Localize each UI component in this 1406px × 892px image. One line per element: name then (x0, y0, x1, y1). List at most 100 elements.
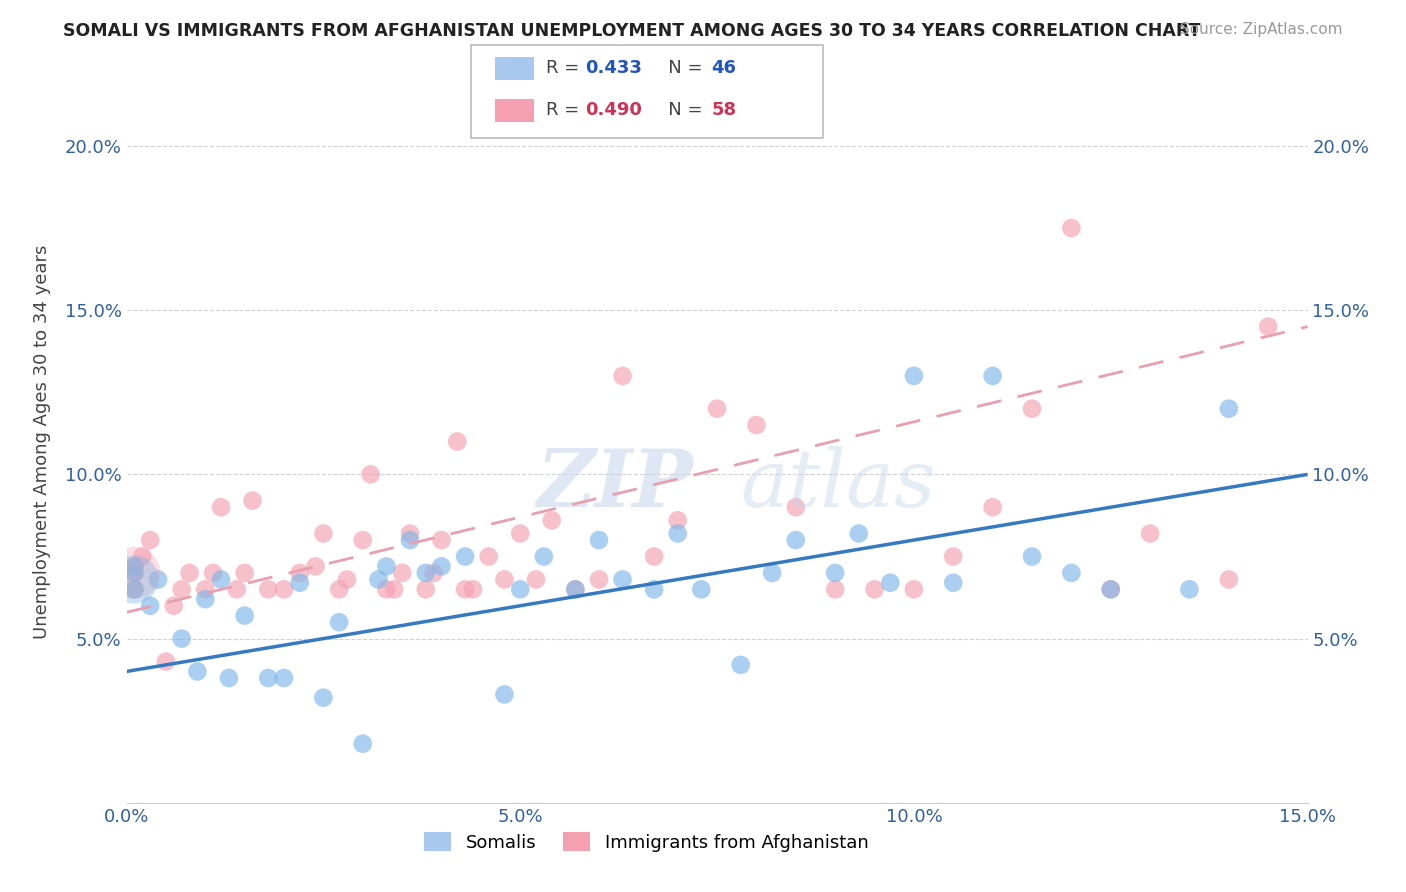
Point (981, 368, 1004, 383)
Point (124, 566, 146, 580)
Point (422, 566, 444, 580)
Point (352, 533, 374, 547)
Point (761, 566, 783, 580)
Point (706, 401, 728, 416)
Point (785, 500, 807, 515)
Point (533, 549, 555, 564)
Point (540, 513, 562, 527)
Point (146, 573, 169, 587)
Point (903, 582, 925, 597)
Point (382, 582, 405, 597)
Point (690, 582, 713, 597)
Point (1060, 221, 1083, 235)
Point (643, 582, 665, 597)
Point (1257, 319, 1279, 334)
Point (446, 434, 468, 449)
Point (588, 573, 610, 587)
Text: atlas: atlas (741, 446, 936, 524)
Point (1218, 401, 1240, 416)
Point (461, 582, 484, 597)
Point (170, 632, 193, 646)
Point (312, 526, 335, 541)
Text: Source: ZipAtlas.com: Source: ZipAtlas.com (1180, 22, 1343, 37)
Point (564, 582, 586, 597)
Point (730, 657, 752, 672)
Point (942, 549, 965, 564)
Point (124, 582, 146, 597)
Point (643, 549, 665, 564)
Point (186, 665, 208, 679)
Point (304, 559, 326, 574)
Point (848, 526, 870, 541)
Text: N =: N = (651, 59, 709, 77)
Point (454, 549, 477, 564)
Point (391, 566, 413, 580)
Point (415, 566, 437, 580)
Point (163, 599, 186, 613)
Point (194, 592, 217, 607)
Point (824, 582, 846, 597)
Point (430, 533, 453, 547)
Point (179, 566, 201, 580)
Point (352, 737, 374, 751)
Point (509, 526, 531, 541)
Point (1178, 582, 1201, 597)
Point (1060, 566, 1083, 580)
Point (218, 671, 240, 685)
Point (942, 575, 965, 590)
Point (666, 526, 689, 541)
Text: SOMALI VS IMMIGRANTS FROM AFGHANISTAN UNEMPLOYMENT AMONG AGES 30 TO 34 YEARS COR: SOMALI VS IMMIGRANTS FROM AFGHANISTAN UN… (63, 22, 1201, 40)
Text: R =: R = (546, 102, 585, 120)
Point (1099, 582, 1122, 597)
Point (478, 549, 501, 564)
Y-axis label: Unemployment Among Ages 30 to 34 years: Unemployment Among Ages 30 to 34 years (32, 244, 51, 639)
Point (785, 533, 807, 547)
Point (1218, 573, 1240, 587)
Point (375, 559, 398, 574)
Text: N =: N = (651, 102, 709, 120)
Point (863, 582, 886, 597)
Point (745, 418, 768, 433)
Text: ZIP: ZIP (537, 446, 693, 524)
Point (1021, 401, 1043, 416)
Point (257, 582, 280, 597)
Point (328, 615, 350, 630)
Point (1139, 526, 1161, 541)
Point (139, 533, 162, 547)
Point (415, 582, 437, 597)
Point (564, 582, 586, 597)
Point (454, 582, 477, 597)
Point (666, 513, 689, 527)
Point (288, 566, 311, 580)
Point (430, 559, 453, 574)
Point (124, 573, 146, 587)
Point (124, 559, 146, 574)
Point (524, 573, 547, 587)
Point (612, 368, 634, 383)
Point (612, 573, 634, 587)
Point (328, 582, 350, 597)
Point (981, 500, 1004, 515)
Point (509, 582, 531, 597)
Point (588, 533, 610, 547)
Text: R =: R = (546, 59, 585, 77)
Text: 46: 46 (711, 59, 737, 77)
Legend: Somalis, Immigrants from Afghanistan: Somalis, Immigrants from Afghanistan (416, 825, 876, 859)
Point (209, 500, 232, 515)
Point (242, 493, 264, 508)
Text: 58: 58 (711, 102, 737, 120)
Point (124, 582, 146, 597)
Point (273, 671, 295, 685)
Text: 0.433: 0.433 (585, 59, 641, 77)
Point (233, 608, 256, 623)
Point (124, 566, 146, 580)
Point (367, 573, 389, 587)
Point (336, 573, 359, 587)
Point (360, 467, 382, 482)
Point (194, 582, 217, 597)
Point (233, 566, 256, 580)
Point (1099, 582, 1122, 597)
Point (288, 575, 311, 590)
Text: 0.490: 0.490 (585, 102, 641, 120)
Point (399, 526, 422, 541)
